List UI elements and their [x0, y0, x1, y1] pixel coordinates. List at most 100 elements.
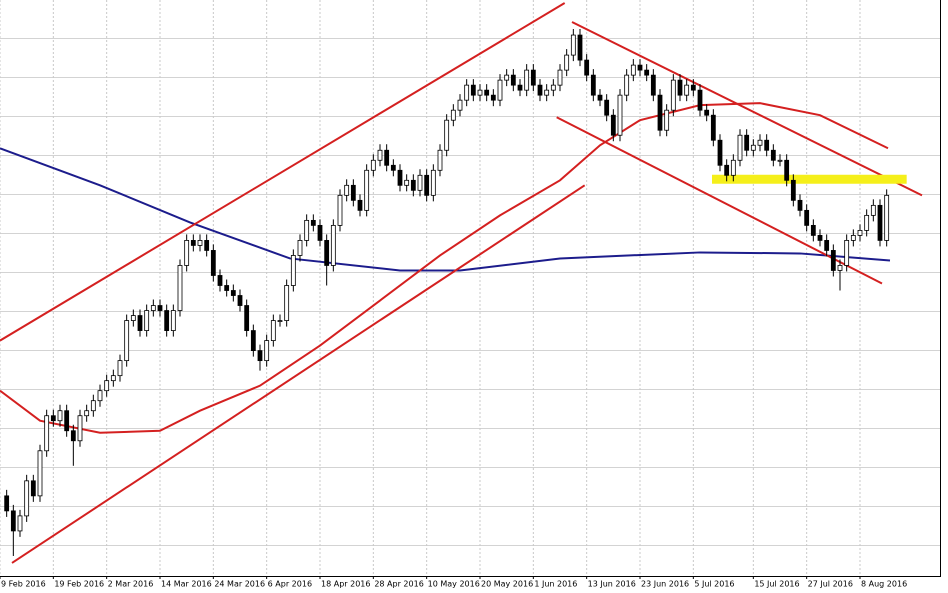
candle-body: [337, 194, 343, 226]
candle-body: [544, 89, 550, 96]
candle-body: [437, 149, 443, 171]
candle-body: [704, 109, 710, 116]
candle-body: [10, 510, 16, 532]
candle-body: [524, 69, 530, 91]
candle-body: [570, 34, 576, 56]
candle-body: [717, 139, 723, 166]
candle-body: [330, 224, 336, 266]
candle-body: [204, 240, 210, 251]
candle-body: [277, 320, 283, 322]
candle-body: [304, 219, 310, 241]
candle-body: [250, 330, 256, 352]
candle-body: [170, 310, 176, 331]
candle-body: [190, 240, 196, 246]
candle-body: [210, 250, 216, 276]
candle-body: [117, 360, 123, 377]
candle-body: [137, 315, 143, 331]
x-tick-label: 1 Jun 2016: [534, 580, 577, 589]
candle-body: [744, 134, 750, 151]
candle-body: [484, 89, 490, 96]
candle-body: [344, 184, 350, 196]
candle-body: [557, 69, 563, 86]
candle-body: [317, 224, 323, 241]
candle-body: [810, 224, 816, 236]
candle-body: [124, 320, 130, 362]
candle-body: [644, 69, 650, 76]
candle-body: [50, 415, 56, 422]
candle-body: [584, 59, 590, 76]
x-tick-label: 13 Jun 2016: [588, 580, 636, 589]
indicator-line: [556, 116, 883, 285]
candle-body: [157, 305, 163, 311]
candle-body: [77, 415, 83, 442]
candle-body: [290, 255, 296, 286]
candle-body: [64, 410, 70, 432]
candle-body: [844, 240, 850, 266]
candle-body: [757, 139, 763, 146]
candle-body: [590, 74, 596, 96]
candle-body: [784, 159, 790, 181]
candle-body: [244, 305, 250, 331]
candle-body: [184, 240, 190, 266]
candle-body: [857, 229, 863, 236]
candle-body: [90, 400, 96, 412]
candle-body: [497, 79, 503, 101]
indicator-line: [0, 147, 891, 272]
candle-body: [624, 74, 630, 96]
indicator-line: [571, 21, 923, 197]
candle-body: [144, 310, 150, 331]
candle-body: [797, 199, 803, 211]
candle-body: [164, 310, 170, 331]
candle-body: [470, 84, 476, 96]
x-tick-label: 15 Jul 2016: [754, 580, 799, 589]
candle-body: [17, 515, 23, 532]
candle-body: [177, 265, 183, 311]
candle-body: [564, 54, 570, 71]
candle-body: [650, 74, 656, 96]
candle-body: [790, 179, 796, 201]
candle-body: [530, 69, 536, 86]
candle-body: [350, 184, 356, 201]
candle-body: [257, 350, 263, 362]
x-tick-label: 19 Feb 2016: [54, 580, 104, 589]
x-tick-label: 8 Aug 2016: [861, 580, 907, 589]
x-tick-label: 28 Apr 2016: [374, 580, 423, 589]
candle-body: [37, 450, 43, 497]
candle-body: [4, 495, 10, 512]
candle-body: [864, 214, 870, 231]
candle-body: [537, 84, 543, 96]
candle-body: [837, 265, 843, 271]
candle-body: [670, 79, 676, 111]
candle-body: [770, 149, 776, 161]
x-tick-label: 23 Jun 2016: [641, 580, 689, 589]
x-tick-label: 18 Apr 2016: [321, 580, 370, 589]
candle-body: [457, 99, 463, 111]
candle-body: [70, 430, 76, 442]
indicator-line: [0, 2, 566, 342]
indicator-line: [11, 184, 586, 564]
candle-body: [57, 410, 63, 422]
candle-body: [377, 149, 383, 161]
candle-body: [510, 74, 516, 86]
candle-body: [84, 410, 90, 417]
candle-body: [264, 340, 270, 362]
candle-body: [150, 305, 156, 311]
x-tick-label: 5 Jul 2016: [694, 580, 734, 589]
candle-body: [877, 204, 883, 241]
candle-body: [764, 139, 770, 151]
candle-body: [44, 415, 50, 452]
candle-body: [657, 94, 663, 131]
candle-body: [664, 109, 670, 131]
candle-body: [284, 285, 290, 321]
x-tick-label: 27 Jul 2016: [808, 580, 853, 589]
candle-body: [444, 119, 450, 151]
candle-body: [804, 209, 810, 226]
candle-body: [684, 84, 690, 96]
x-tick-label: 24 Mar 2016: [214, 580, 265, 589]
candle-body: [824, 240, 830, 251]
candle-body: [690, 84, 696, 91]
candle-body: [677, 79, 683, 96]
grid-background: [0, 0, 940, 576]
